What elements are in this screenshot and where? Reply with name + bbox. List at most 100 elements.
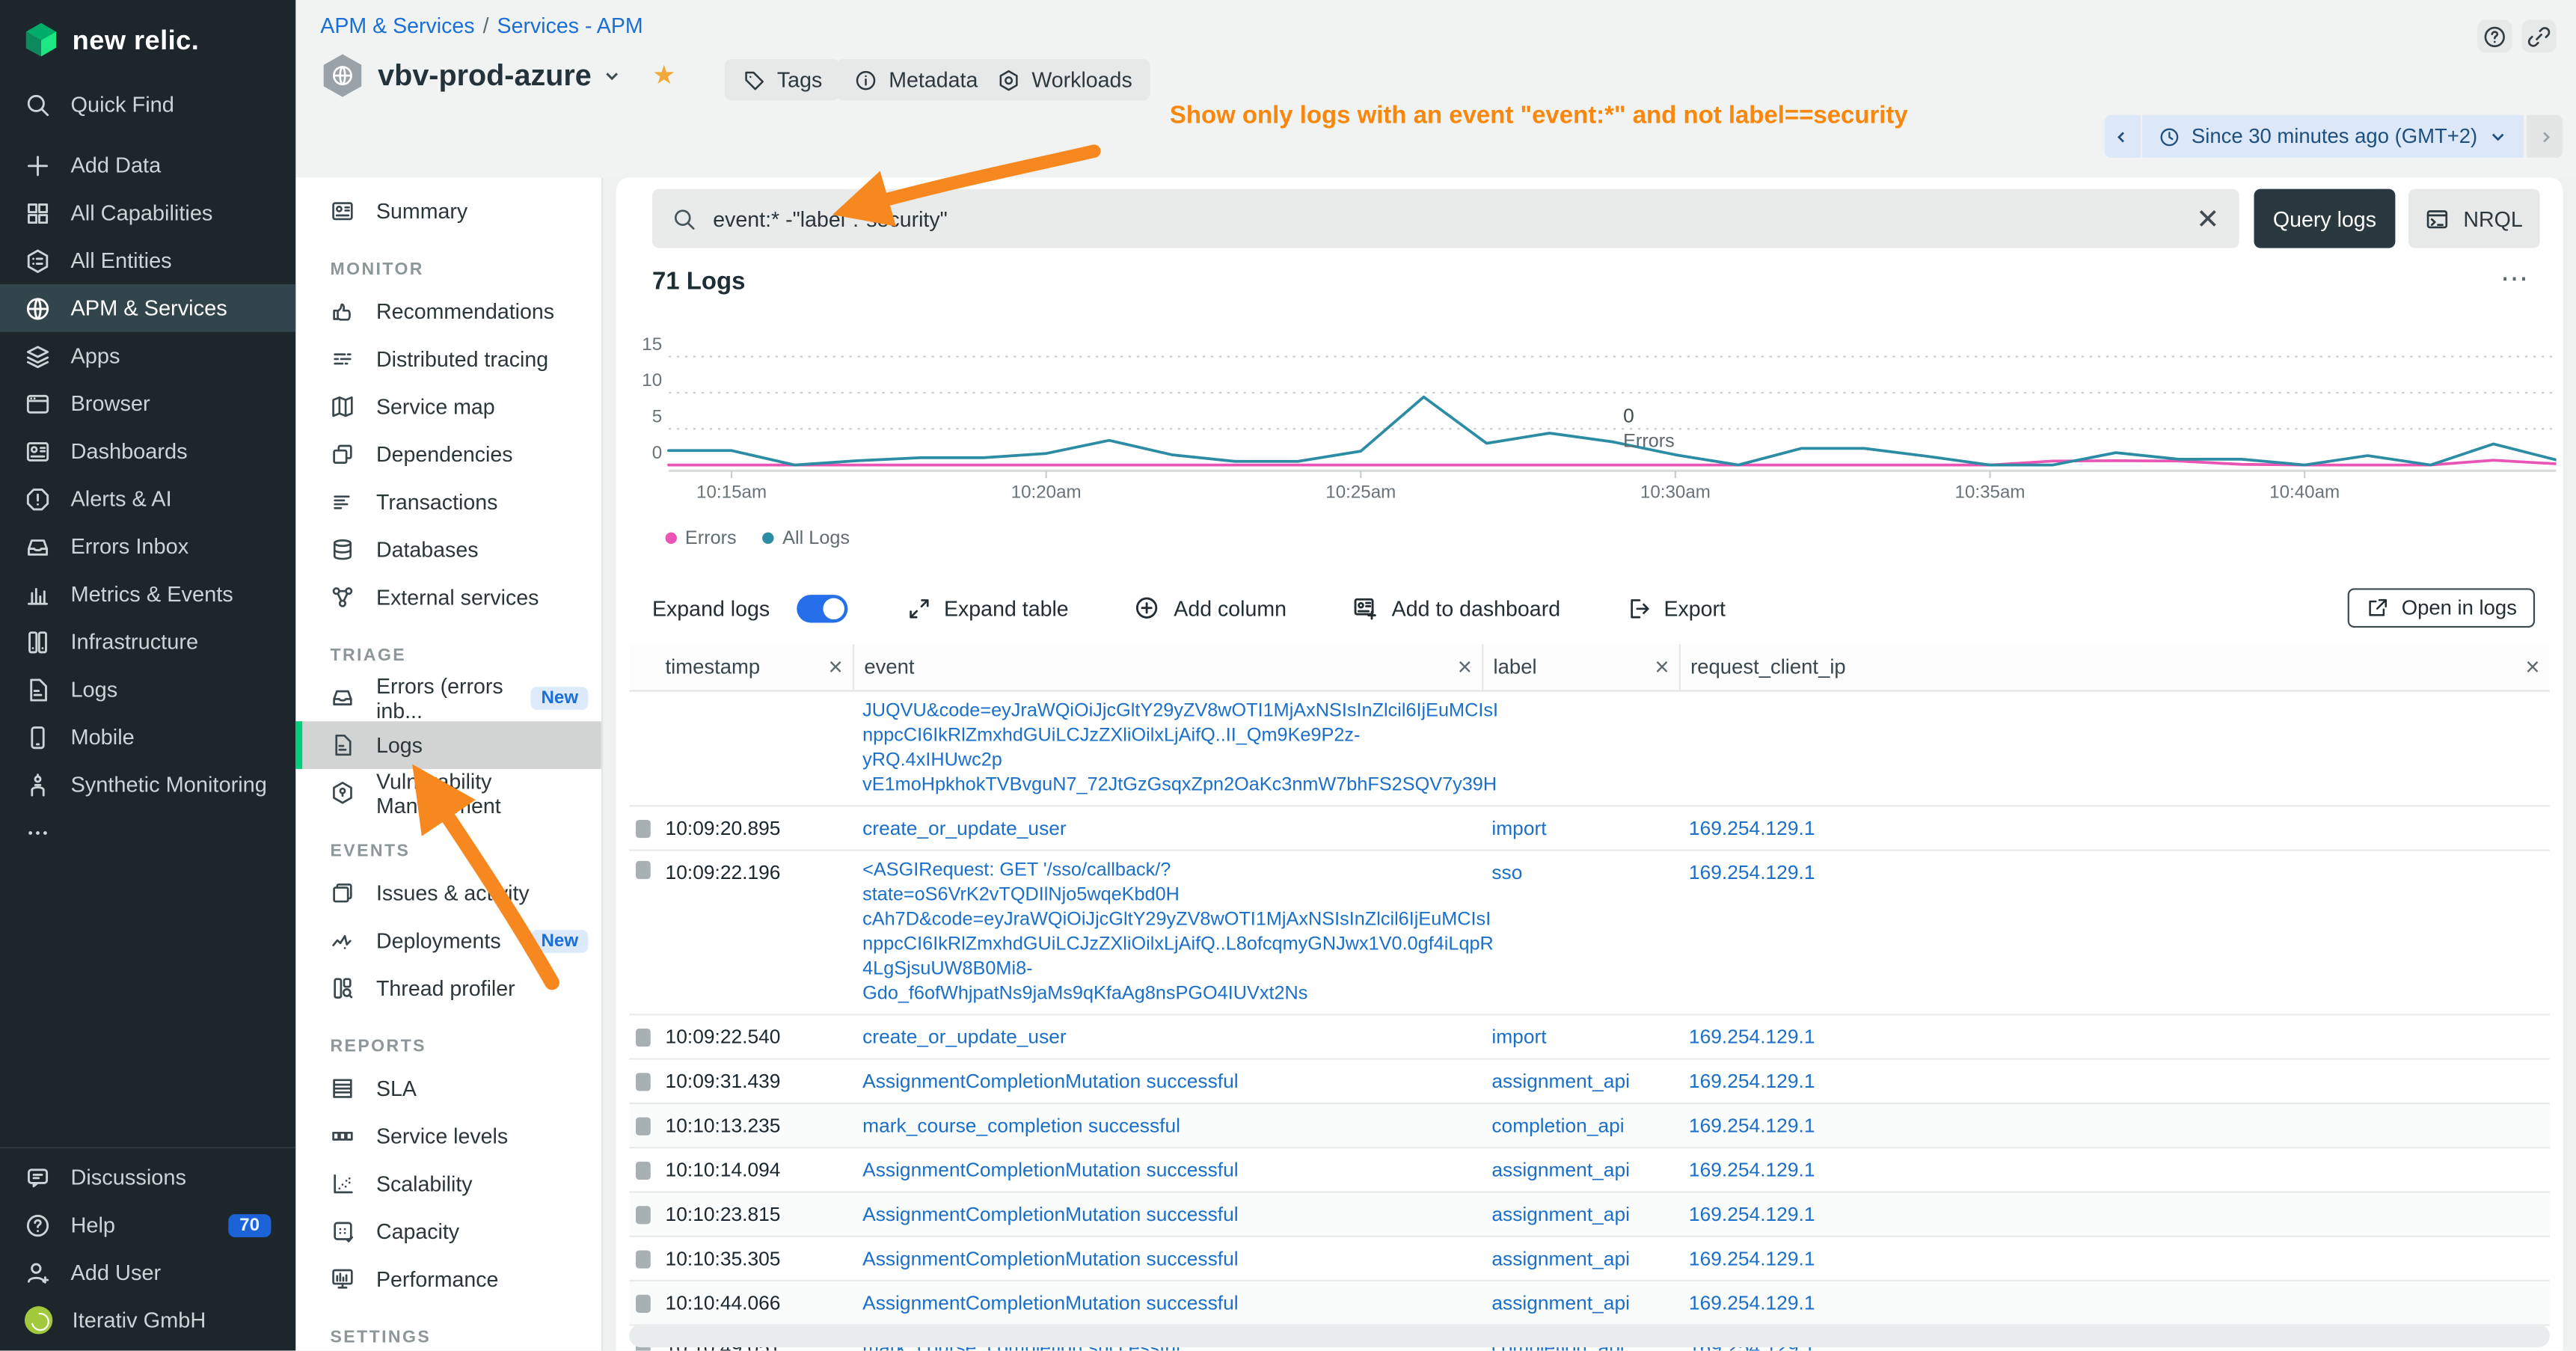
sidebar-item-help[interactable]: Help70 <box>0 1201 295 1249</box>
cell-label-link[interactable]: sso <box>1482 851 1679 1014</box>
cell-event-link[interactable]: create_or_update_user <box>853 1015 1482 1058</box>
cell-request-client-ip-link[interactable]: 169.254.129.1 <box>1679 1193 2550 1236</box>
tags-button[interactable]: Tags <box>725 59 841 100</box>
cell-request-client-ip-link[interactable] <box>1679 692 2550 806</box>
cell-request-client-ip-link[interactable]: 169.254.129.1 <box>1679 1015 2550 1058</box>
table-row[interactable]: 10:09:22.196<ASGIRequest: GET '/sso/call… <box>629 851 2550 1016</box>
table-row[interactable]: 10:09:31.439AssignmentCompletionMutation… <box>629 1060 2550 1104</box>
expand-logs-toggle[interactable]: Expand logs <box>652 594 847 622</box>
sidebar-item-alerts-ai[interactable]: Alerts & AI <box>0 475 295 523</box>
cell-event-link[interactable]: AssignmentCompletionMutation successful <box>853 1060 1482 1103</box>
horizontal-scrollbar[interactable] <box>629 1324 2550 1347</box>
subnav-item-deployments[interactable]: DeploymentsNew <box>295 917 601 965</box>
cell-request-client-ip-link[interactable]: 169.254.129.1 <box>1679 1237 2550 1280</box>
subnav-item-external-services[interactable]: External services <box>295 574 601 622</box>
table-row[interactable]: 10:10:44.066AssignmentCompletionMutation… <box>629 1281 2550 1326</box>
cell-label-link[interactable]: assignment_api <box>1482 1237 1679 1280</box>
cell-request-client-ip-link[interactable]: 169.254.129.1 <box>1679 1060 2550 1103</box>
sidebar-item-quick-find[interactable]: Quick Find <box>0 81 295 129</box>
cell-request-client-ip-link[interactable]: 169.254.129.1 <box>1679 1104 2550 1147</box>
subnav-item-vulnerability-management[interactable]: Vulnerability Management <box>295 769 601 817</box>
column-header-event[interactable]: event× <box>853 644 1482 690</box>
subnav-item-sla[interactable]: SLA <box>295 1064 601 1112</box>
sidebar-item-add-user[interactable]: Add User <box>0 1249 295 1296</box>
cell-event-link[interactable]: AssignmentCompletionMutation successful <box>853 1193 1482 1236</box>
table-row[interactable]: 10:10:14.094AssignmentCompletionMutation… <box>629 1148 2550 1192</box>
cell-label-link[interactable]: completion_api <box>1482 1104 1679 1147</box>
sidebar-item-all-entities[interactable]: All Entities <box>0 236 295 284</box>
column-header-request-client-ip[interactable]: request_client_ip× <box>1679 644 2550 690</box>
cell-event-link[interactable]: <ASGIRequest: GET '/sso/callback/?state=… <box>853 851 1482 1014</box>
cell-request-client-ip-link[interactable]: 169.254.129.1 <box>1679 1281 2550 1324</box>
subnav-item-databases[interactable]: Databases <box>295 526 601 574</box>
subnav-item-service-map[interactable]: Service map <box>295 383 601 431</box>
remove-column-icon[interactable]: × <box>2525 655 2539 679</box>
open-in-logs-button[interactable]: Open in logs <box>2347 588 2535 628</box>
cell-label-link[interactable]: assignment_api <box>1482 1060 1679 1103</box>
copy-link-button[interactable] <box>2522 19 2557 52</box>
remove-column-icon[interactable]: × <box>1655 655 1669 679</box>
metadata-button[interactable]: Metadata <box>836 59 996 100</box>
time-back-button[interactable] <box>2105 115 2141 158</box>
table-row[interactable]: 10:09:22.540create_or_update_userimport1… <box>629 1015 2550 1059</box>
sidebar-item-apps[interactable]: Apps <box>0 332 295 380</box>
cell-event-link[interactable]: JUQVU&code=eyJraWQiOiJjcGltY29yZV8wOTI1M… <box>853 692 1482 806</box>
column-header-timestamp[interactable]: timestamp× <box>629 644 853 690</box>
column-header-label[interactable]: label× <box>1482 644 1679 690</box>
row-select-checkbox[interactable] <box>636 1294 651 1312</box>
entity-title[interactable]: vbv-prod-azure <box>378 59 621 94</box>
cell-event-link[interactable]: AssignmentCompletionMutation successful <box>853 1237 1482 1280</box>
sidebar-item-logs[interactable]: Logs <box>0 666 295 714</box>
cell-event-link[interactable]: mark_course_completion successful <box>853 1104 1482 1147</box>
subnav-item-errors-errors-inb[interactable]: Errors (errors inb...New <box>295 674 601 722</box>
subnav-item-issues-activity[interactable]: Issues & activity <box>295 869 601 917</box>
new-relic-logo[interactable]: new relic. <box>0 0 295 81</box>
row-select-checkbox[interactable] <box>636 1028 651 1046</box>
row-select-checkbox[interactable] <box>636 1072 651 1090</box>
sidebar-item-infrastructure[interactable]: Infrastructure <box>0 618 295 666</box>
subnav-item-summary[interactable]: Summary <box>295 187 601 235</box>
table-row[interactable]: 10:10:23.815AssignmentCompletionMutation… <box>629 1193 2550 1237</box>
table-row[interactable]: 10:10:13.235mark_course_completion succe… <box>629 1104 2550 1148</box>
sidebar-item-add-data[interactable]: Add Data <box>0 141 295 189</box>
subnav-item-logs[interactable]: Logs <box>295 721 601 769</box>
row-select-checkbox[interactable] <box>636 1205 651 1223</box>
query-logs-button[interactable]: Query logs <box>2254 189 2396 248</box>
breadcrumb-apm-services[interactable]: APM & Services <box>320 13 474 38</box>
subnav-item-performance[interactable]: Performance <box>295 1255 601 1303</box>
legend-item-errors[interactable]: Errors <box>666 529 737 548</box>
help-button[interactable] <box>2477 19 2512 52</box>
subnav-item-thread-profiler[interactable]: Thread profiler <box>295 964 601 1012</box>
subnav-item-distributed-tracing[interactable]: Distributed tracing <box>295 335 601 383</box>
expand-table-button[interactable]: Expand table <box>906 595 1068 620</box>
workloads-button[interactable]: Workloads <box>979 59 1150 100</box>
remove-column-icon[interactable]: × <box>829 655 843 679</box>
subnav-item-service-levels[interactable]: Service levels <box>295 1112 601 1160</box>
sidebar-item-metrics-events[interactable]: Metrics & Events <box>0 570 295 618</box>
export-button[interactable]: Export <box>1626 595 1726 620</box>
time-forward-button[interactable] <box>2527 115 2563 158</box>
sidebar-item-browser[interactable]: Browser <box>0 379 295 427</box>
row-select-checkbox[interactable] <box>636 1161 651 1179</box>
table-row[interactable]: 10:10:35.305AssignmentCompletionMutation… <box>629 1237 2550 1281</box>
cell-request-client-ip-link[interactable]: 169.254.129.1 <box>1679 1148 2550 1191</box>
row-select-checkbox[interactable] <box>636 861 651 879</box>
cell-label-link[interactable] <box>1482 692 1679 806</box>
cell-event-link[interactable]: AssignmentCompletionMutation successful <box>853 1281 1482 1324</box>
toggle-on[interactable] <box>796 594 847 622</box>
cell-event-link[interactable]: create_or_update_user <box>853 806 1482 849</box>
time-range-button[interactable]: Since 30 minutes ago (GMT+2) <box>2142 115 2524 158</box>
remove-column-icon[interactable]: × <box>1458 655 1472 679</box>
cell-event-link[interactable]: AssignmentCompletionMutation successful <box>853 1148 1482 1191</box>
table-row[interactable]: JUQVU&code=eyJraWQiOiJjcGltY29yZV8wOTI1M… <box>629 692 2550 807</box>
breadcrumb-services-apm[interactable]: Services - APM <box>497 13 643 38</box>
subnav-item-capacity[interactable]: Capacity <box>295 1207 601 1255</box>
sidebar-item-dashboards[interactable]: Dashboards <box>0 427 295 475</box>
cell-request-client-ip-link[interactable]: 169.254.129.1 <box>1679 806 2550 849</box>
favorite-star-icon[interactable]: ★ <box>652 59 676 92</box>
sidebar-item-synthetic-monitoring[interactable]: Synthetic Monitoring <box>0 761 295 809</box>
row-select-checkbox[interactable] <box>636 1249 651 1267</box>
sidebar-item-all-capabilities[interactable]: All Capabilities <box>0 189 295 237</box>
row-select-checkbox[interactable] <box>636 819 651 837</box>
subnav-item-recommendations[interactable]: Recommendations <box>295 287 601 335</box>
